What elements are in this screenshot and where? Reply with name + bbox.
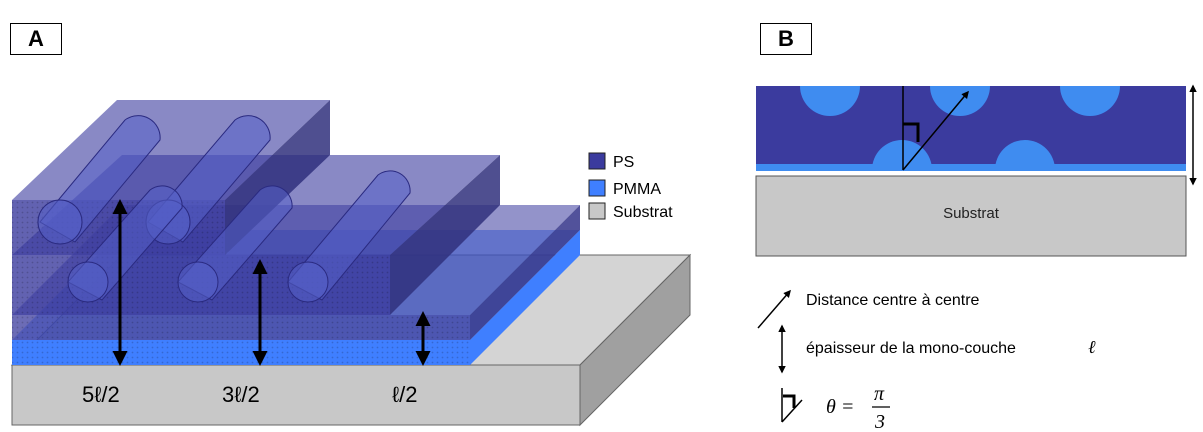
legend-angle-den: 3 xyxy=(874,411,885,432)
legend-ell-symbol: ℓ xyxy=(1088,337,1096,357)
legend-swatch-ps xyxy=(588,152,606,170)
panel-a-diagram: 5ℓ/2 3ℓ/2 ℓ/2 PS PMMA Substrat xyxy=(10,100,692,427)
panel-b-label: B xyxy=(760,23,812,55)
legend-diagonal-arrow xyxy=(757,289,791,329)
legend-angle-lhs: θ = xyxy=(826,396,854,418)
legend-label-pmma: PMMA xyxy=(613,181,661,198)
legend-angle-num: π xyxy=(874,383,885,405)
legend-angle-glyph xyxy=(781,388,803,423)
thickness-label-l2: ℓ/2 xyxy=(392,382,417,407)
thickness-label-5l2: 5ℓ/2 xyxy=(82,382,120,407)
legend-center-distance: Distance centre à centre xyxy=(806,292,980,309)
panel-b-diagram: Substrat Distance centre à centre épaiss… xyxy=(755,84,1197,432)
ps-step-low-side xyxy=(470,205,580,340)
pmma-layer-side xyxy=(470,230,580,365)
pmma-wetting-b xyxy=(756,164,1186,171)
panel-a-legend: PS PMMA Substrat xyxy=(588,152,673,221)
legend-label-substrat: Substrat xyxy=(613,204,673,221)
pmma-domains-b xyxy=(800,86,1120,170)
angle-mark-b xyxy=(903,122,920,142)
panel-a-label: A xyxy=(10,23,62,55)
legend-swatch-pmma xyxy=(588,179,606,197)
substrate-label-b: Substrat xyxy=(943,205,1000,222)
panel-b-legend: Distance centre à centre épaisseur de la… xyxy=(757,289,1096,432)
substrate-b xyxy=(755,175,1187,257)
legend-swatch-substrat xyxy=(588,202,606,220)
thickness-label-3l2: 3ℓ/2 xyxy=(222,382,260,407)
substrate-front-face xyxy=(11,364,581,426)
center-distance-line-b xyxy=(902,90,969,171)
legend-monolayer-thickness: épaisseur de la mono-couche xyxy=(806,340,1016,357)
legend-label-ps: PS xyxy=(613,154,634,171)
ps-step-mid-side xyxy=(390,155,500,315)
